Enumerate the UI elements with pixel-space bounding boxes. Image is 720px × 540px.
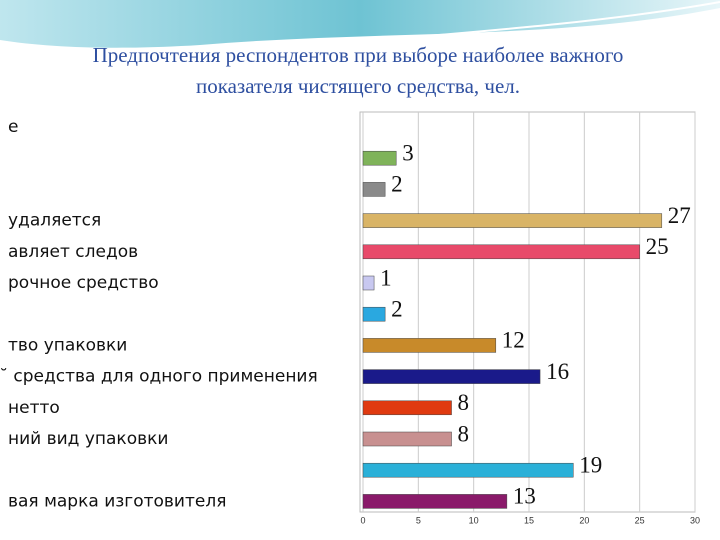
value-label: 12 bbox=[502, 328, 525, 353]
value-label: 19 bbox=[579, 452, 602, 477]
value-label: 25 bbox=[646, 234, 669, 259]
x-tick-label: 5 bbox=[416, 515, 421, 525]
category-label: авляет следов bbox=[8, 242, 138, 262]
bar bbox=[362, 150, 397, 166]
value-label: 8 bbox=[458, 421, 470, 446]
category-label: вая марка изготовителя bbox=[8, 491, 226, 511]
bar bbox=[362, 213, 663, 228]
category-label: рочное средство bbox=[8, 273, 159, 293]
bar bbox=[362, 369, 541, 384]
bar bbox=[362, 462, 574, 478]
bar bbox=[362, 244, 640, 260]
value-label: 16 bbox=[546, 359, 569, 384]
x-tick-label: 0 bbox=[360, 515, 365, 525]
chart-title: показателя чистящего средства, чел. bbox=[196, 74, 520, 98]
value-label: 2 bbox=[391, 172, 403, 197]
chart-title: Предпочтения респондентов при выборе наи… bbox=[93, 43, 624, 67]
value-label: 13 bbox=[513, 484, 536, 509]
x-tick-label: 20 bbox=[579, 515, 589, 525]
bar bbox=[362, 400, 452, 416]
header-wave bbox=[0, 0, 720, 48]
bar bbox=[362, 182, 386, 197]
value-label: 8 bbox=[458, 390, 470, 415]
category-label: е bbox=[8, 117, 18, 137]
category-label: тво упаковки bbox=[8, 335, 127, 355]
x-tick-label: 25 bbox=[635, 515, 645, 525]
bar bbox=[362, 338, 497, 353]
x-tick-label: 15 bbox=[524, 515, 534, 525]
category-label: удаляется bbox=[8, 211, 101, 231]
value-label: 27 bbox=[668, 203, 691, 228]
x-tick-label: 30 bbox=[690, 515, 700, 525]
bar bbox=[362, 306, 386, 322]
value-label: 1 bbox=[380, 265, 392, 290]
value-label: 2 bbox=[391, 296, 403, 321]
plot-frame bbox=[359, 111, 696, 513]
category-label: ̆ средства для одного применения bbox=[1, 367, 318, 387]
bar bbox=[362, 431, 452, 447]
bar bbox=[362, 275, 375, 291]
category-label: нетто bbox=[8, 398, 60, 418]
x-tick-label: 10 bbox=[469, 515, 479, 525]
value-label: 3 bbox=[402, 140, 414, 165]
category-label: ний вид упаковки bbox=[8, 429, 168, 449]
header-wave-line bbox=[379, 1, 720, 41]
bar bbox=[362, 494, 508, 509]
